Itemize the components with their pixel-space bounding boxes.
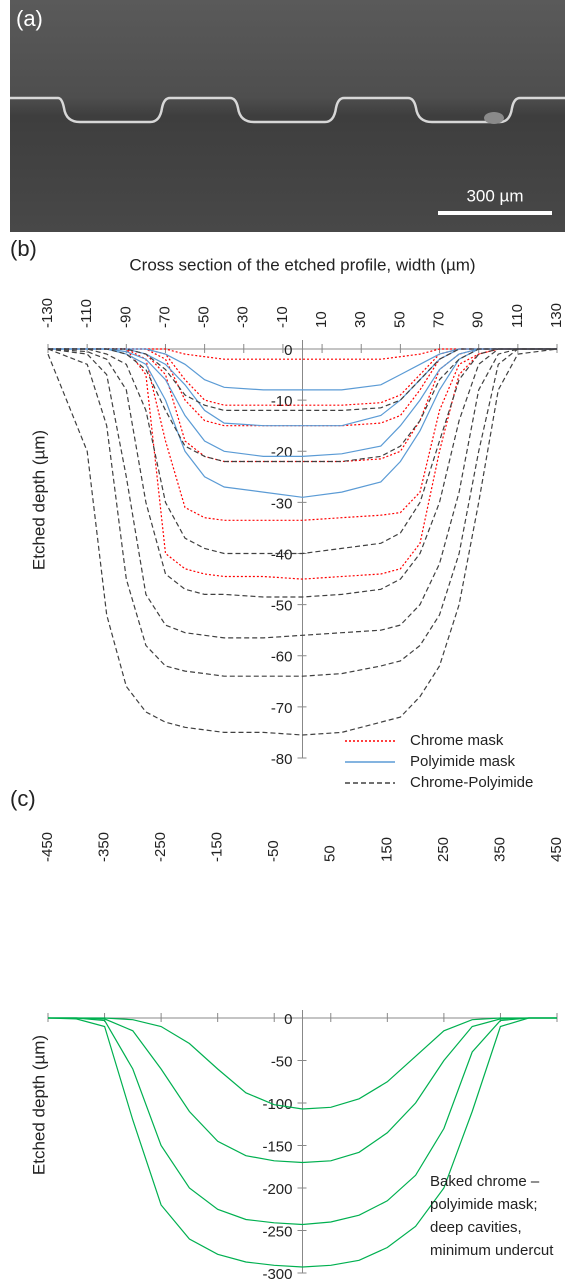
y-tick-label: 0: [284, 342, 292, 359]
y-tick-label: -250: [262, 1223, 292, 1240]
scale-bar-label: 300 µm: [466, 186, 523, 205]
x-tick-label: 90: [470, 311, 487, 328]
x-tick-label: 10: [313, 311, 330, 328]
legend-label: Polyimide mask: [410, 753, 516, 770]
x-tick-label: -110: [78, 299, 95, 328]
annotation: polyimide mask;: [430, 1196, 538, 1213]
y-tick-label: -200: [262, 1181, 292, 1198]
x-tick-label: -30: [235, 306, 252, 328]
annotation: minimum undercut: [430, 1242, 554, 1259]
x-tick-label: -10: [274, 306, 291, 328]
x-tick-label: 250: [435, 837, 452, 862]
sem-image: (a) 300 µm: [10, 0, 565, 232]
x-tick-label: -70: [156, 306, 173, 328]
chart-title: Cross section of the etched profile, wid…: [129, 255, 475, 274]
annotation: deep cavities,: [430, 1219, 522, 1236]
x-tick-label: 150: [378, 837, 395, 862]
x-tick-label: 450: [548, 837, 565, 862]
y-axis-label: Etched depth (µm): [29, 1035, 48, 1175]
x-tick-label: 130: [548, 303, 565, 328]
y-tick-label: 0: [284, 1011, 292, 1028]
x-tick-label: 30: [352, 311, 369, 328]
panel-label: (b): [10, 236, 37, 261]
y-tick-label: -300: [262, 1266, 292, 1283]
x-tick-label: -90: [117, 306, 134, 328]
x-tick-label: 50: [322, 845, 339, 862]
x-tick-label: -130: [39, 298, 56, 328]
panel-label: (c): [10, 786, 36, 811]
y-tick-label: -40: [271, 546, 293, 563]
x-tick-label: -50: [265, 840, 282, 862]
x-tick-label: -50: [196, 306, 213, 328]
y-tick-label: -150: [262, 1138, 292, 1155]
x-tick-label: -350: [96, 832, 113, 862]
x-tick-label: -250: [152, 832, 169, 862]
y-tick-label: -50: [271, 598, 293, 615]
y-tick-label: -100: [262, 1096, 292, 1113]
y-tick-label: -60: [271, 649, 293, 666]
figure: (a) 300 µm (b) Cross section of the etche…: [0, 0, 574, 1288]
x-tick-label: 70: [431, 311, 448, 328]
x-tick-label: 50: [391, 311, 408, 328]
y-tick-label: -30: [271, 495, 293, 512]
annotation: Baked chrome –: [430, 1173, 540, 1190]
x-tick-label: 350: [491, 837, 508, 862]
y-axis-label: Etched depth (µm): [29, 430, 48, 570]
y-tick-label: -10: [271, 393, 293, 410]
x-tick-label: 110: [509, 304, 526, 328]
x-tick-label: -150: [209, 832, 226, 862]
legend-label: Chrome mask: [410, 732, 504, 749]
x-tick-label: -450: [39, 832, 56, 862]
y-tick-label: -20: [271, 444, 293, 461]
panel-label: (a): [16, 6, 43, 31]
y-tick-label: -80: [271, 751, 293, 768]
legend-label: Chrome-Polyimide: [410, 774, 533, 791]
y-tick-label: -50: [271, 1053, 293, 1070]
y-tick-label: -70: [271, 700, 293, 717]
